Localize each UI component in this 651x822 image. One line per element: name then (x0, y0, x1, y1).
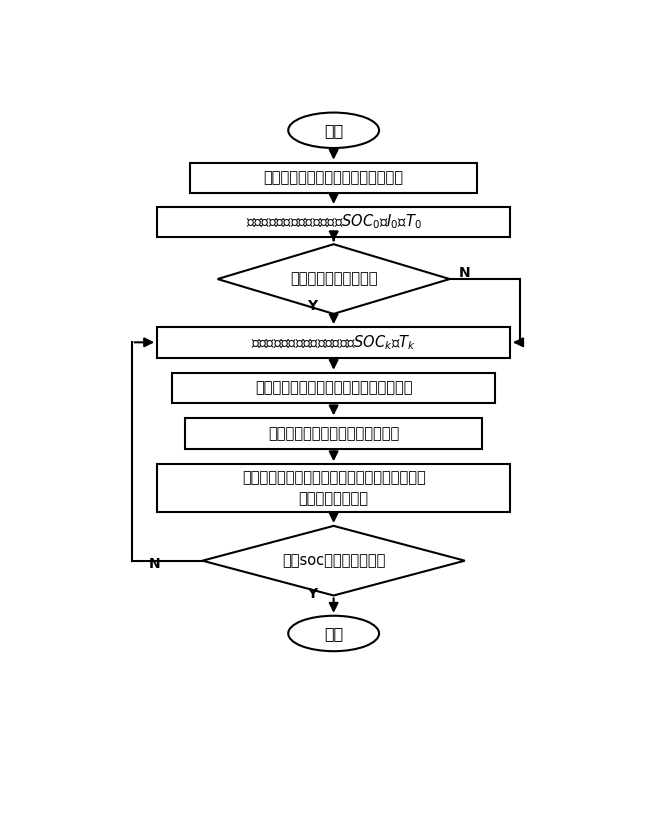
Text: 开始: 开始 (324, 122, 343, 138)
Text: Y: Y (307, 587, 318, 601)
Text: Y: Y (307, 299, 318, 313)
FancyBboxPatch shape (190, 163, 477, 193)
Text: 计算单体电池温度和电池组端电压: 计算单体电池温度和电池组端电压 (268, 426, 399, 441)
Text: 电池soc达到设定要求？: 电池soc达到设定要求？ (282, 553, 385, 568)
Ellipse shape (288, 616, 379, 651)
FancyBboxPatch shape (157, 207, 510, 238)
FancyBboxPatch shape (157, 327, 510, 358)
Text: N: N (148, 556, 160, 570)
FancyBboxPatch shape (157, 464, 510, 511)
FancyBboxPatch shape (172, 372, 495, 403)
Ellipse shape (288, 113, 379, 148)
Text: 是否为恒流充电模式？: 是否为恒流充电模式？ (290, 271, 378, 287)
Text: 结束: 结束 (324, 626, 343, 641)
Polygon shape (202, 526, 465, 595)
FancyBboxPatch shape (185, 418, 482, 449)
Text: 计算电池开路电压、电池内阱及时间常数: 计算电池开路电压、电池内阱及时间常数 (255, 381, 412, 395)
Polygon shape (217, 244, 450, 314)
Text: 设置电池类型等参数。初始化$SOC_0$、$I_0$、$T_0$: 设置电池类型等参数。初始化$SOC_0$、$I_0$、$T_0$ (245, 213, 422, 232)
Text: 设置电子负载为恒压模式，根据电池端电压値调
节电子负载恒压値: 设置电子负载为恒压模式，根据电池端电压値调 节电子负载恒压値 (242, 470, 426, 506)
Text: N: N (459, 266, 471, 279)
Text: 采集充电电流，计算单体电池的$SOC_k$、$T_k$: 采集充电电流，计算单体电池的$SOC_k$、$T_k$ (251, 333, 416, 352)
Text: 通信连接充电负载、测量装置等设备: 通信连接充电负载、测量装置等设备 (264, 170, 404, 185)
